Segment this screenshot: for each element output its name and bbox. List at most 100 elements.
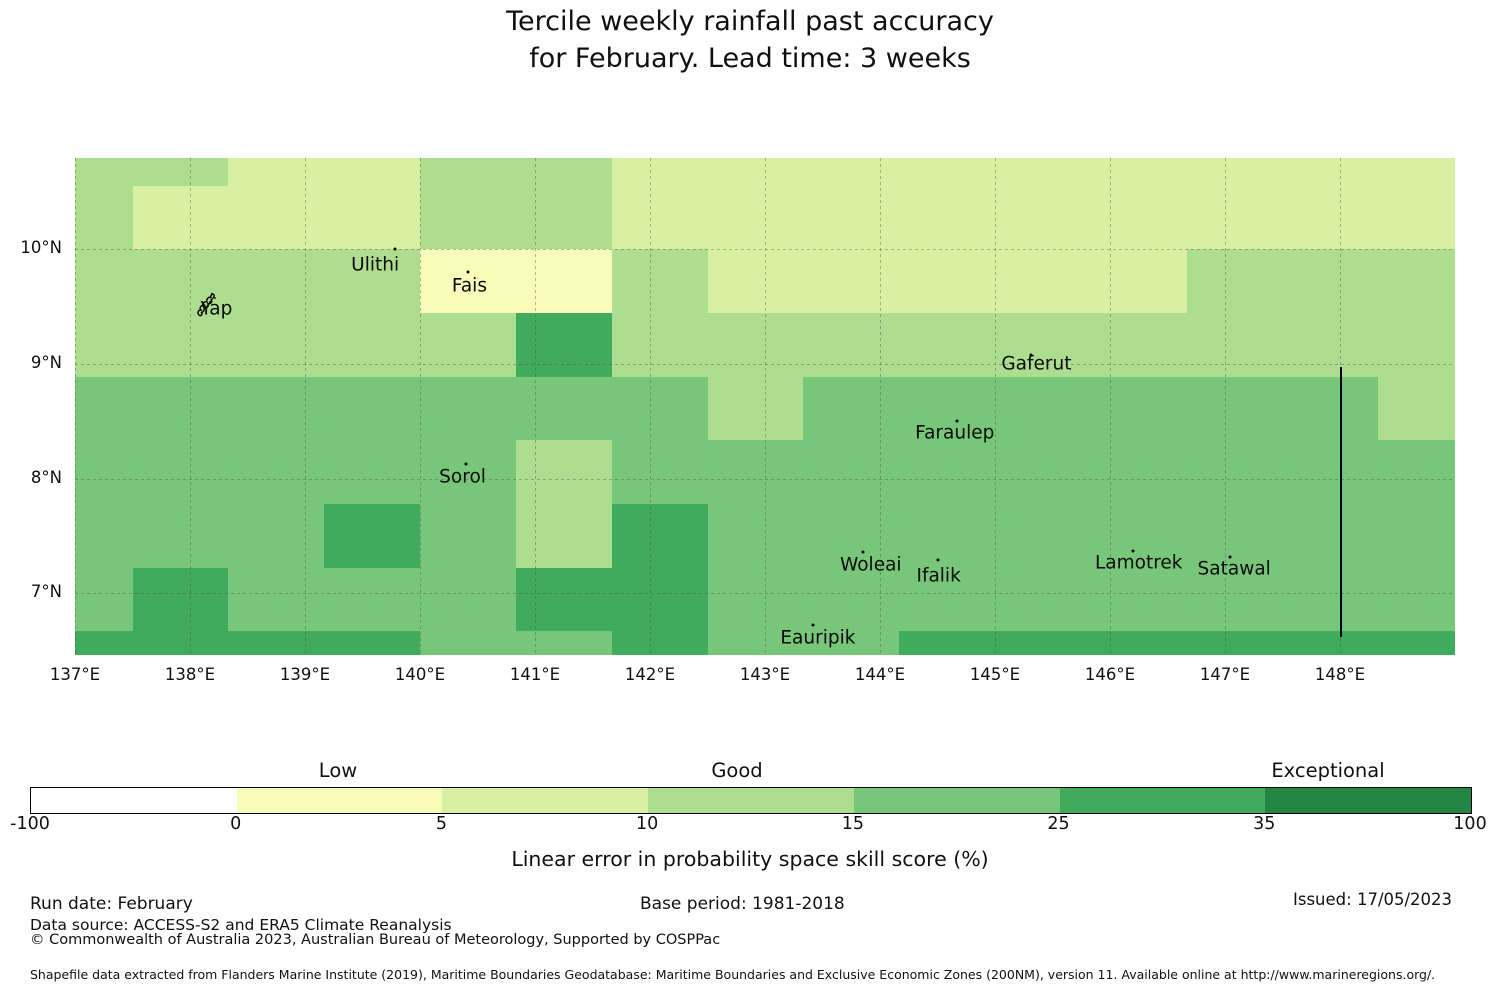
map-cell: [228, 157, 325, 187]
map-cell: [228, 504, 325, 569]
y-tick-label: 7°N: [30, 582, 62, 602]
map-cell: [707, 567, 804, 632]
map-cell: [75, 313, 134, 378]
colorbar-category-label: Good: [711, 759, 763, 782]
map-cell: [995, 249, 1092, 314]
island-label: Lamotrek: [1094, 552, 1183, 574]
map-cell: [995, 185, 1092, 250]
gridline-meridian: [1110, 157, 1111, 656]
data-source-text: Data source: ACCESS-S2 and ERA5 Climate …: [30, 916, 452, 934]
colorbar: [30, 787, 1472, 814]
map-cell: [228, 567, 325, 632]
map-cell: [1378, 157, 1455, 187]
colorbar-tick-label: 10: [636, 814, 659, 834]
map-cell: [803, 185, 900, 250]
x-tick-label: 137°E: [49, 665, 101, 684]
map-cell: [132, 249, 229, 314]
map-cell: [995, 440, 1092, 505]
map-cell: [75, 440, 134, 505]
map-cell: [707, 376, 804, 441]
map-cell: [1282, 631, 1379, 656]
gridline-parallel: [75, 363, 1455, 365]
colorbar-segment: [1059, 788, 1266, 813]
figure-title-line1: Tercile weekly rainfall past accuracy: [506, 6, 994, 37]
map-cell: [611, 376, 709, 441]
map-cell: [1186, 313, 1284, 378]
colorbar-tick-label: 35: [1253, 814, 1276, 834]
map-cell: [324, 567, 421, 632]
island-label: Sorol: [439, 466, 486, 488]
map-cell: [132, 504, 229, 569]
island-dot: [393, 247, 397, 251]
map-cell: [515, 249, 613, 314]
map-cell: [611, 504, 709, 569]
gridline-meridian: [995, 157, 996, 656]
y-tick-label: 8°N: [30, 467, 62, 487]
map-cell: [75, 567, 134, 632]
map-cell: [1282, 504, 1379, 569]
map-cell: [324, 631, 421, 656]
map-cell: [899, 504, 996, 569]
map-cell: [803, 249, 900, 314]
x-tick-label: 142°E: [624, 665, 676, 684]
map-cell: [420, 631, 517, 656]
map-cell: [899, 631, 996, 656]
map-cell: [420, 376, 517, 441]
colorbar-tick-label: 5: [435, 814, 447, 834]
map-cell: [611, 185, 709, 250]
map-cell: [132, 567, 229, 632]
map-cell: [1186, 440, 1284, 505]
gridline-meridian: [765, 157, 766, 656]
map-cell: [75, 504, 134, 569]
map-cell: [515, 631, 613, 656]
gridline-parallel: [75, 249, 1455, 251]
map-cell: [1378, 567, 1455, 632]
x-tick-label: 140°E: [394, 665, 446, 684]
map-cell: [1090, 376, 1188, 441]
map-cell: [611, 313, 709, 378]
map-cell: [75, 631, 134, 656]
map-cell: [1378, 631, 1455, 656]
map-cell: [1282, 567, 1379, 632]
island-label: Eauripik: [780, 627, 856, 649]
map-cell: [324, 313, 421, 378]
colorbar-category-label: Exceptional: [1271, 759, 1385, 782]
x-tick-label: 146°E: [1084, 665, 1136, 684]
map-cell: [995, 157, 1092, 187]
yap-islands-shape: [197, 292, 216, 316]
colorbar-tick-label: 15: [841, 814, 864, 834]
map-cell: [1282, 313, 1379, 378]
map-cell: [420, 313, 517, 378]
map-canvas: Ulithi Fais Yap Gaferut Faraulep Sorol Woleai I…: [75, 157, 1455, 656]
map-cell: [1282, 440, 1379, 505]
island-label: Gaferut: [1001, 353, 1072, 375]
island-dot: [955, 419, 959, 423]
map-cell: [803, 504, 900, 569]
map-cell: [324, 440, 421, 505]
map-cell: [324, 249, 421, 314]
map-cell: [1282, 185, 1379, 250]
map-cell: [132, 376, 229, 441]
gridline-meridian: [420, 157, 421, 656]
y-tick-label: 10°N: [20, 238, 62, 258]
map-cell: [803, 440, 900, 505]
island-dot: [1131, 549, 1135, 553]
shapefile-attribution-text: Shapefile data extracted from Flanders M…: [30, 967, 1436, 982]
y-tick-label: 9°N: [30, 352, 62, 372]
map-cell: [1186, 185, 1284, 250]
colorbar-tick-label: 100: [1453, 814, 1487, 834]
map-cell: [515, 567, 613, 632]
map-cell: [75, 157, 134, 187]
colorbar-segment: [648, 788, 854, 813]
map-cell: [132, 631, 229, 656]
gridline-meridian: [190, 157, 191, 656]
map-cell: [324, 185, 421, 250]
colorbar-category-label: Low: [318, 759, 358, 782]
map-cell: [995, 313, 1092, 378]
map-cell: [611, 440, 709, 505]
map-cell: [707, 504, 804, 569]
island-label: Faraulep: [915, 422, 995, 444]
map-cell: [420, 567, 517, 632]
colorbar-caption: Linear error in probability space skill …: [511, 847, 989, 871]
map-cell: [1090, 185, 1188, 250]
